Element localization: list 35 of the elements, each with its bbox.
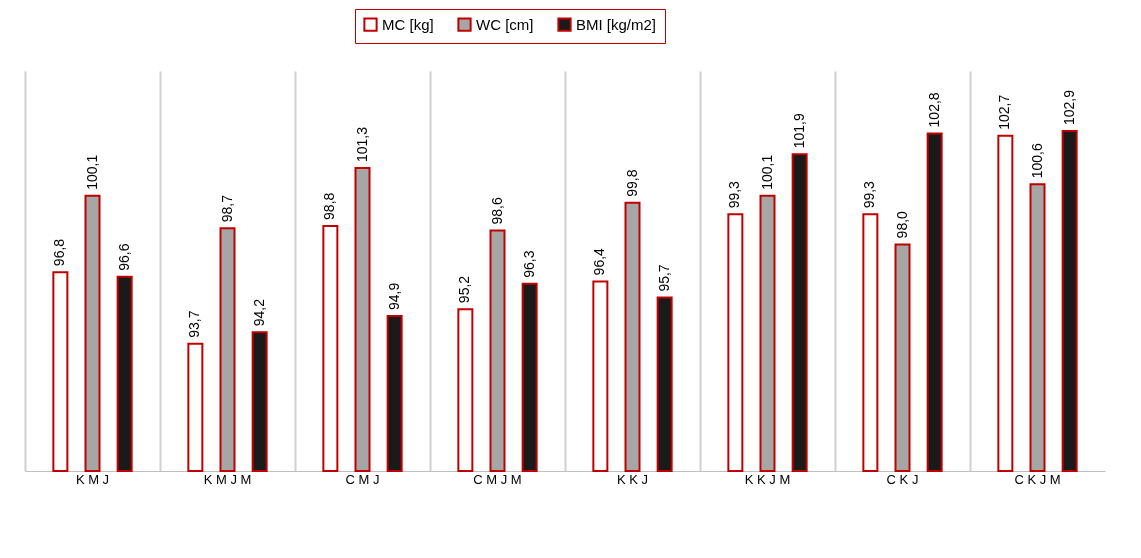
- data-label: 100,1: [83, 154, 100, 190]
- data-label: 93,7: [186, 310, 203, 338]
- data-label: 96,8: [51, 238, 68, 267]
- data-label: 94,2: [250, 298, 267, 327]
- x-tick-label: C M J: [345, 471, 380, 487]
- data-label: 94,9: [385, 282, 402, 311]
- x-tick-label: C K J M: [1014, 471, 1061, 487]
- data-label: 99,3: [726, 180, 743, 209]
- data-label: 96,3: [520, 250, 537, 278]
- data-label: 102,7: [996, 94, 1013, 130]
- x-tick-label: K M J M: [203, 471, 252, 487]
- x-tick-label: C K J: [886, 471, 919, 487]
- data-label: 95,7: [655, 264, 672, 292]
- x-tick-label: C M J M: [473, 471, 522, 487]
- data-label: 98,8: [321, 192, 338, 220]
- data-label: 101,9: [790, 112, 807, 149]
- data-label: 100,6: [1028, 143, 1045, 179]
- data-label: 98,7: [218, 194, 235, 223]
- data-label: 96,6: [115, 243, 132, 271]
- legend-label: BMI [kg/m2]: [576, 15, 657, 33]
- data-label: 99,8: [623, 169, 640, 197]
- data-label: 98,0: [893, 210, 910, 239]
- data-label: 95,2: [456, 275, 473, 304]
- data-label: 102,8: [925, 92, 942, 128]
- x-tick-label: K M J: [75, 471, 110, 487]
- data-label: 101,3: [353, 126, 370, 163]
- data-label: 99,3: [861, 180, 878, 209]
- legend-label: WC [cm]: [476, 15, 534, 33]
- data-label: 96,4: [591, 247, 608, 276]
- data-label: 102,9: [1060, 89, 1077, 126]
- legend-label: MC [kg]: [382, 15, 434, 33]
- x-tick-label: K K J: [616, 471, 649, 487]
- data-label: 100,1: [758, 154, 775, 190]
- x-tick-label: K K J M: [744, 471, 791, 487]
- data-label: 98,6: [488, 197, 505, 225]
